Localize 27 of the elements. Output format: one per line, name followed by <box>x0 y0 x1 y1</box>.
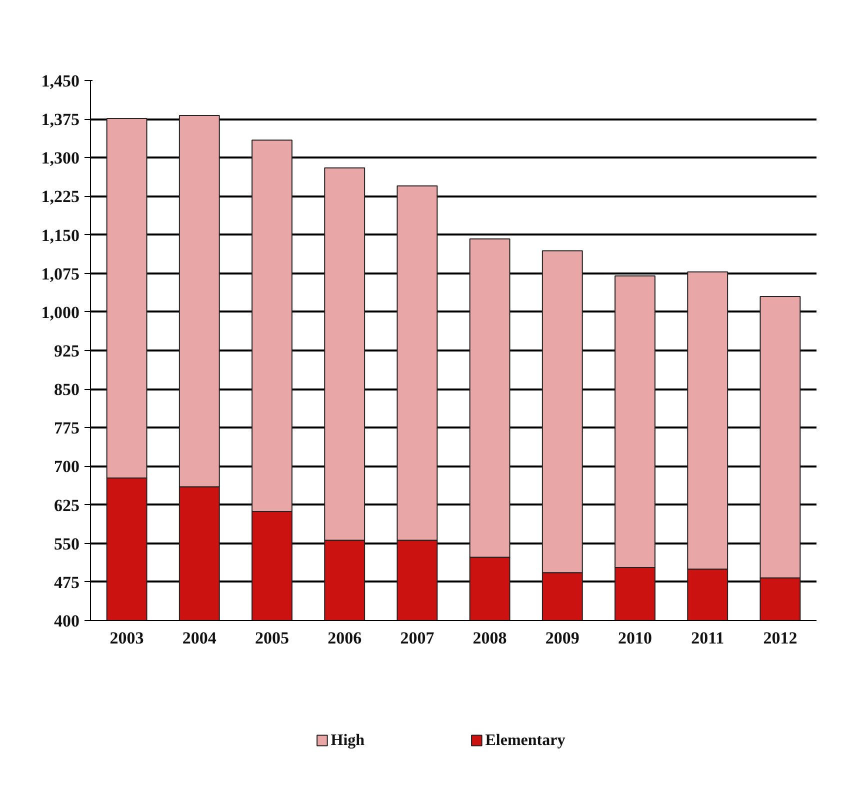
x-tick-label: 2011 <box>691 628 724 648</box>
legend-label: Elementary <box>485 732 566 749</box>
x-tick-label: 2006 <box>328 628 362 648</box>
y-tick-label: 925 <box>54 342 80 360</box>
x-tick-label: 2009 <box>545 628 580 648</box>
y-tick-label: 1,075 <box>41 264 80 284</box>
y-tick-label: 1,375 <box>41 110 80 130</box>
x-tick-label: 2008 <box>472 628 507 648</box>
legend-label: High <box>330 732 365 749</box>
y-tick-label: 850 <box>54 380 80 400</box>
y-tick-label: 400 <box>54 612 80 630</box>
x-tick-label: 2012 <box>763 628 798 648</box>
y-tick-label: 1,150 <box>41 226 80 245</box>
y-tick-label: 475 <box>54 572 80 592</box>
y-tick-label: 775 <box>54 418 80 438</box>
y-tick-label: 1,000 <box>41 302 80 322</box>
x-tick-label: 2005 <box>255 628 289 648</box>
y-tick-label: 700 <box>54 457 80 476</box>
y-tick-label: 1,300 <box>41 148 80 168</box>
x-tick-label: 2003 <box>110 628 144 648</box>
x-tick-label: 2004 <box>182 628 217 648</box>
y-tick-label: 1,225 <box>41 187 80 206</box>
x-tick-label: 2010 <box>618 628 652 648</box>
y-tick-label: 625 <box>54 496 80 515</box>
y-tick-label: 1,450 <box>41 72 80 90</box>
y-tick-label: 550 <box>54 534 80 554</box>
x-tick-label: 2007 <box>400 628 435 648</box>
